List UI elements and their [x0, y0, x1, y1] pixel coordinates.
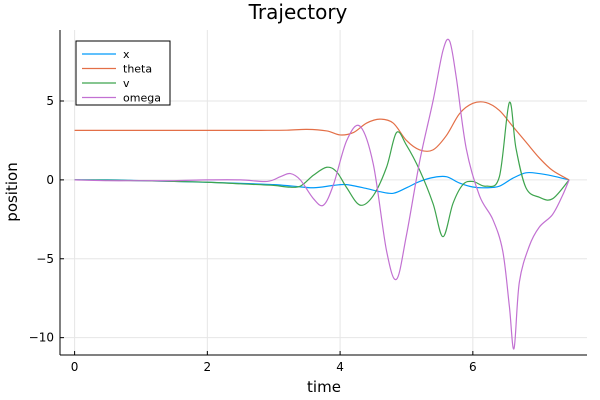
legend-label-v: v — [123, 77, 130, 90]
x-tick-label: 6 — [469, 360, 477, 374]
legend-box — [75, 40, 171, 106]
y-axis-label: position — [3, 162, 21, 221]
legend-label-x: x — [123, 48, 130, 61]
y-ticks: 5 0 −5 −10 — [29, 94, 64, 345]
x-ticks: 0 2 4 6 — [71, 351, 477, 374]
x-tick-label: 0 — [71, 360, 79, 374]
series-line-x — [74, 171, 570, 195]
y-tick-label: −10 — [29, 331, 54, 345]
y-tick-label: 5 — [46, 94, 54, 108]
series-line-theta — [74, 101, 570, 181]
x-tick-label: 4 — [336, 360, 344, 374]
legend-label-theta: theta — [123, 63, 152, 76]
vertical-grid — [74, 30, 474, 355]
y-tick-label: 0 — [46, 173, 54, 187]
legend-label-omega: omega — [123, 92, 161, 105]
series-layer — [74, 38, 570, 350]
series-line-omega — [74, 38, 570, 350]
x-axis-label: time — [307, 378, 341, 396]
x-tick-label: 2 — [204, 360, 212, 374]
y-tick-label: −5 — [36, 252, 54, 266]
series-line-v — [74, 101, 570, 238]
horizontal-grid — [60, 100, 587, 339]
chart-title: Trajectory — [248, 0, 348, 24]
